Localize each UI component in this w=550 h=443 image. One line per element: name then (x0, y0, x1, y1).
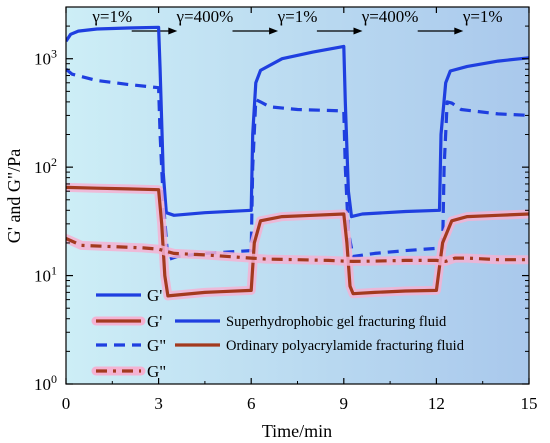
phase-arrowhead-3 (454, 27, 464, 35)
legend-symbol-2: G" (147, 336, 166, 355)
x-tick-label-4: 12 (428, 394, 445, 413)
x-tick-label-2: 6 (247, 394, 256, 413)
x-tick-label-3: 9 (340, 394, 349, 413)
x-tick-label-5: 15 (521, 394, 538, 413)
y-tick-label-3: 103 (34, 47, 57, 69)
legend: G' G' G" G" Superhydrophobic gel fracturing … (91, 286, 465, 381)
legend-symbol-1: G' (147, 312, 162, 331)
series-2-line (66, 185, 529, 298)
x-tick-label-0: 0 (62, 394, 71, 413)
axes: 0 3 6 9 12 15 100 101 102 103 (34, 6, 538, 413)
legend-fluid-label-0: Superhydrophobic gel fracturing fluid (226, 314, 447, 330)
x-axis-label: Time/min (262, 421, 332, 441)
series-0-line (66, 25, 529, 219)
legend-symbol-3: G" (147, 362, 166, 381)
x-tick-label-1: 3 (154, 394, 163, 413)
phase-annotations: γ=1% γ=400% γ=1% γ=400% γ=1% (91, 7, 503, 35)
phase-label-4: γ=1% (462, 7, 503, 26)
series-1-line (66, 67, 529, 262)
y-tick-label-2: 102 (34, 155, 57, 177)
y-tick-label-1: 101 (34, 264, 57, 286)
phase-arrowhead-1 (269, 27, 279, 35)
phase-arrowhead-0 (168, 27, 178, 35)
series-3-line (66, 237, 529, 263)
y-tick-label-0: 100 (34, 372, 57, 394)
legend-fluid-label-1: Ordinary polyacrylamide fracturing fluid (226, 338, 465, 354)
phase-arrowhead-2 (353, 27, 363, 35)
phase-label-3: γ=400% (361, 7, 419, 26)
legend-symbol-0: G' (147, 286, 162, 305)
y-axis-label: G' and G"/Pa (4, 149, 24, 244)
phase-label-0: γ=1% (91, 7, 132, 26)
phase-label-1: γ=400% (176, 7, 234, 26)
phase-label-2: γ=1% (277, 7, 318, 26)
data-series (66, 25, 529, 301)
